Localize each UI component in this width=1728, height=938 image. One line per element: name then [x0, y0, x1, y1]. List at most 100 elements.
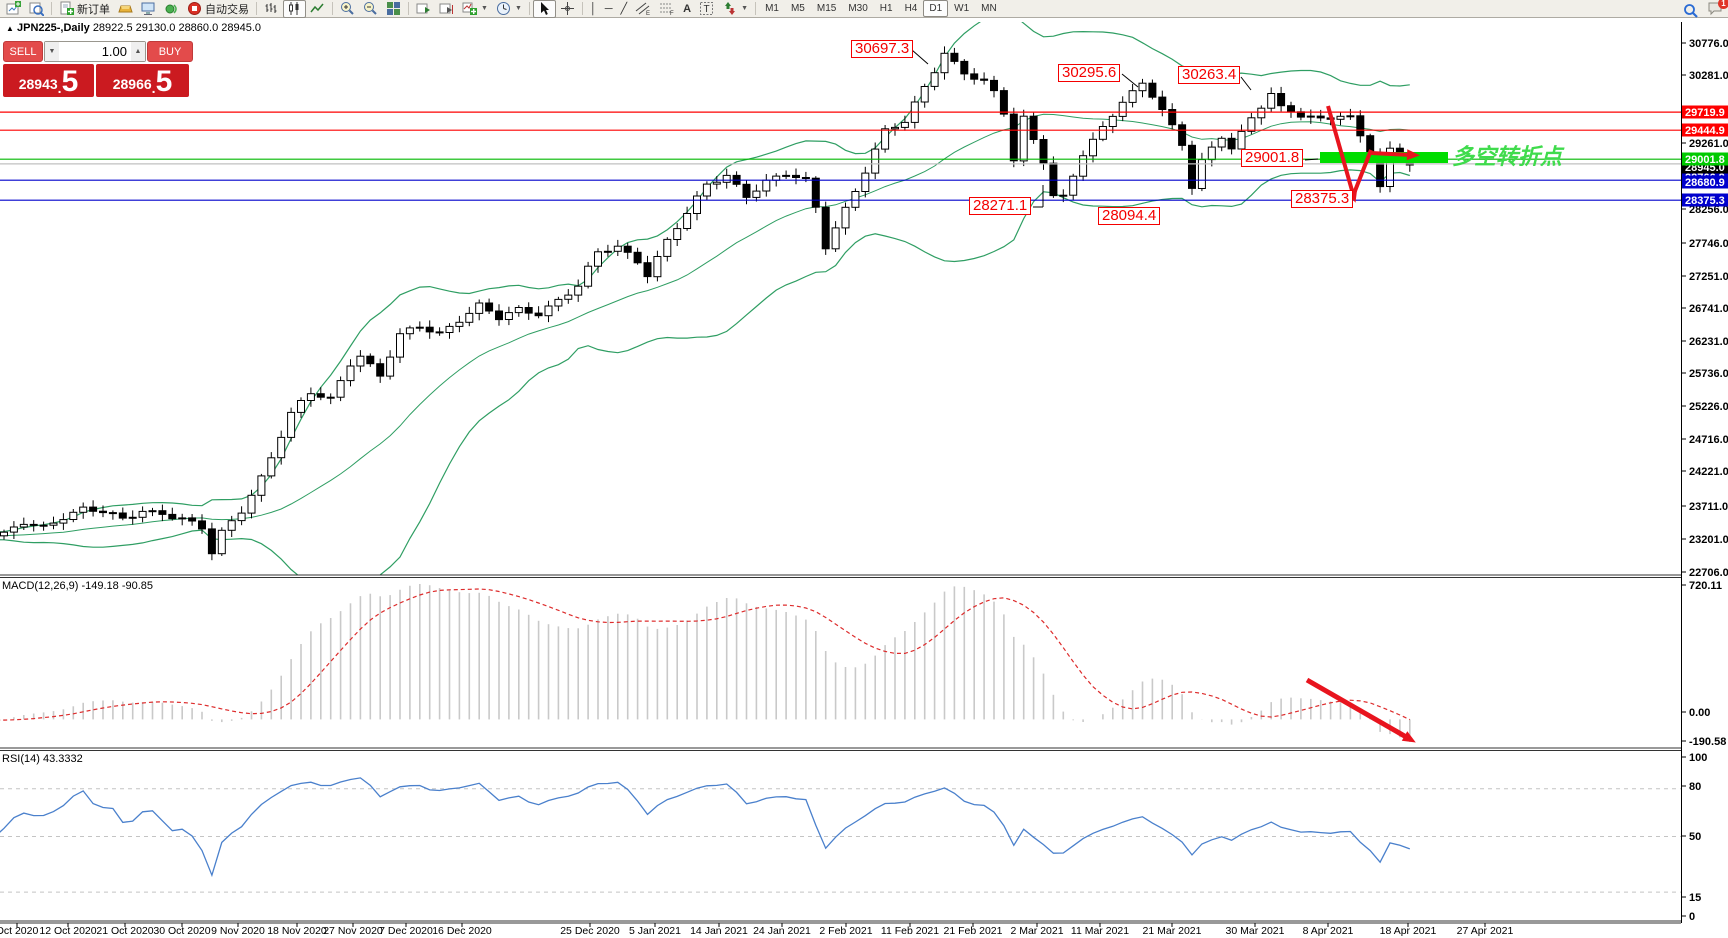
timeframe-button-m1[interactable]: M1: [765, 3, 779, 14]
bollinger-layer: [0, 22, 1410, 575]
main-toolbar: 新订单 自动交易: [0, 0, 1728, 18]
price-annotation[interactable]: 28094.4: [1098, 207, 1161, 225]
price-annotation[interactable]: 28271.1: [969, 197, 1032, 215]
price-badge: [1682, 152, 1728, 166]
timeframe-button-m30[interactable]: M30: [848, 3, 868, 14]
auto-scroll-button[interactable]: [412, 0, 435, 18]
timeframe-button-mn[interactable]: MN: [981, 3, 997, 14]
price-annotation[interactable]: 29001.8: [1241, 149, 1304, 167]
fibonacci-tool-button[interactable]: F: [655, 0, 679, 18]
signals-button[interactable]: [160, 0, 183, 18]
price-annotation[interactable]: 30697.3: [851, 40, 914, 58]
trendline-tool-button[interactable]: ╱: [617, 0, 632, 18]
price-annotation[interactable]: 28375.3: [1291, 190, 1354, 208]
svg-text:24716.0: 24716.0: [1689, 434, 1728, 446]
new-order-icon: [60, 1, 74, 15]
new-chart-button[interactable]: [2, 0, 25, 18]
tile-windows-icon: [387, 2, 400, 15]
svg-text:14 Jan 2021: 14 Jan 2021: [690, 925, 748, 937]
auto-trading-button[interactable]: 自动交易: [183, 0, 253, 18]
timeframe-button-d1[interactable]: D1: [923, 0, 949, 17]
svg-text:12 Oct 2020: 12 Oct 2020: [39, 925, 96, 937]
label-tool-button[interactable]: T: [695, 0, 718, 18]
svg-text:22706.0: 22706.0: [1689, 567, 1728, 579]
svg-text:2 Feb 2021: 2 Feb 2021: [819, 925, 872, 937]
timeframe-button-h1[interactable]: H1: [879, 3, 893, 14]
svg-text:26741.0: 26741.0: [1689, 303, 1728, 315]
text-tool-button[interactable]: A: [679, 0, 695, 18]
svg-text:50: 50: [1689, 831, 1701, 843]
zoom-out-button[interactable]: [359, 0, 382, 18]
support-band[interactable]: [1320, 152, 1448, 163]
timeframe-button-h4[interactable]: H4: [904, 3, 918, 14]
volume-decrease-button[interactable]: ▼: [45, 42, 59, 61]
svg-text:24221.0: 24221.0: [1689, 466, 1728, 478]
timeframe-button-m15[interactable]: M15: [816, 3, 837, 14]
tile-windows-button[interactable]: [382, 0, 405, 18]
bar-chart-icon: [265, 3, 277, 13]
ohlc-values: 28922.5 29130.0 28860.0 28945.0: [92, 22, 262, 34]
svg-text:27 Apr 2021: 27 Apr 2021: [1457, 925, 1514, 937]
svg-text:E: E: [646, 11, 650, 16]
gold-button[interactable]: [114, 0, 137, 18]
cursor-tool-button[interactable]: [532, 0, 556, 18]
auto-scroll-icon: [416, 3, 430, 14]
chart-profiles-button[interactable]: [25, 0, 48, 18]
svg-text:27 Nov 2020: 27 Nov 2020: [323, 925, 383, 937]
svg-text:21 Oct 2020: 21 Oct 2020: [96, 925, 153, 937]
buy-price-button[interactable]: 28966. 5: [96, 64, 189, 97]
bar-chart-type-button[interactable]: [260, 0, 283, 18]
periods-button[interactable]: ▼: [492, 0, 526, 18]
sell-button[interactable]: SELL: [3, 41, 43, 62]
chart-shift-button[interactable]: [435, 0, 458, 18]
terminal-button[interactable]: [137, 0, 160, 18]
toolbar-separator: [581, 2, 583, 15]
new-order-button[interactable]: 新订单: [55, 0, 114, 18]
toolbar-separator: [256, 2, 257, 15]
zoom-in-button[interactable]: [336, 0, 359, 18]
svg-text:T: T: [704, 4, 710, 15]
indicators-button[interactable]: ▼: [458, 0, 492, 18]
svg-text:30281.0: 30281.0: [1689, 70, 1728, 82]
svg-text:18 Apr 2021: 18 Apr 2021: [1380, 925, 1437, 937]
volume-increase-button[interactable]: ▲: [131, 42, 145, 61]
vertical-line-icon: │: [589, 2, 597, 15]
search-icon[interactable]: [1683, 3, 1699, 19]
toolbar-right-group: 1: [1683, 0, 1728, 21]
one-click-trade-panel: SELL ▼ ▲ BUY 28943.5 28966.5: [3, 41, 193, 97]
volume-input[interactable]: [59, 42, 131, 61]
price-annotation[interactable]: 30263.4: [1178, 66, 1241, 84]
svg-text:100: 100: [1689, 752, 1707, 764]
timeframe-button-w1[interactable]: W1: [954, 3, 970, 14]
svg-text:27746.0: 27746.0: [1689, 238, 1728, 250]
hline-tool-button[interactable]: ─: [601, 0, 617, 18]
sell-price-dot: .: [57, 80, 62, 96]
vline-tool-button[interactable]: │: [586, 0, 601, 18]
new-chart-icon: [6, 1, 21, 15]
line-chart-type-button[interactable]: [306, 0, 329, 18]
candle-chart-type-button[interactable]: [283, 0, 306, 18]
buy-button[interactable]: BUY: [147, 41, 193, 62]
price-annotation[interactable]: 30295.6: [1058, 64, 1121, 82]
svg-text:F: F: [670, 11, 674, 16]
crosshair-tool-button[interactable]: [556, 0, 579, 18]
svg-text:2 Mar 2021: 2 Mar 2021: [1010, 925, 1063, 937]
svg-text:21 Feb 2021: 21 Feb 2021: [944, 925, 1003, 937]
chart-annotations[interactable]: 多空转折点: [911, 49, 1565, 743]
sell-price-button[interactable]: 28943. 5: [3, 64, 94, 97]
zoom-out-icon: [364, 2, 377, 15]
indicators-icon: [462, 2, 477, 15]
timeframe-button-m5[interactable]: M5: [790, 3, 805, 14]
toolbar-separator: [528, 2, 530, 15]
svg-text:7 Dec 2020: 7 Dec 2020: [379, 925, 433, 937]
channel-tool-button[interactable]: E: [631, 0, 655, 18]
svg-text:8 Apr 2021: 8 Apr 2021: [1303, 925, 1354, 937]
svg-text:30 Mar 2021: 30 Mar 2021: [1226, 925, 1285, 937]
notifications-button[interactable]: 1: [1707, 0, 1728, 21]
auto-trading-label: 自动交易: [205, 3, 249, 16]
line-chart-icon: [310, 3, 324, 13]
candle-chart-icon: [289, 2, 299, 15]
trendline-icon: ╱: [620, 2, 628, 15]
arrows-tool-button[interactable]: ▼: [718, 0, 752, 18]
